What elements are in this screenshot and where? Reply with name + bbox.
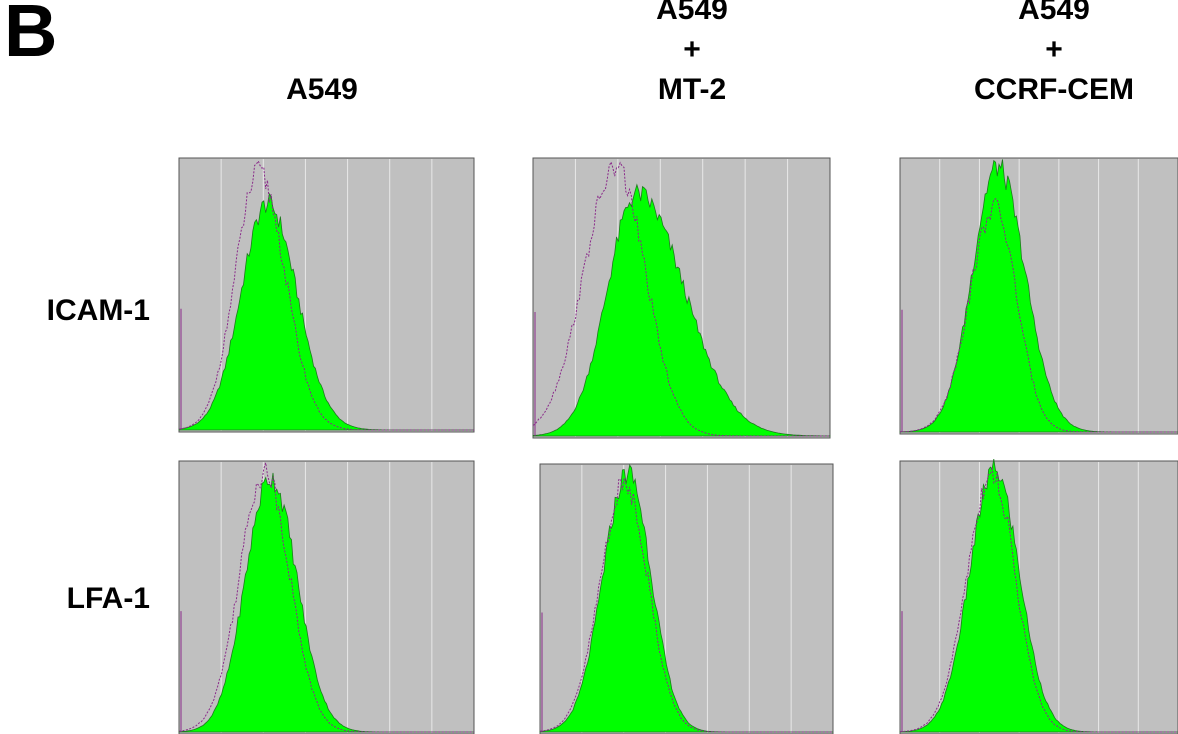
column-header-line: + <box>1045 33 1063 66</box>
row-label-lfa-1: LFA-1 <box>66 582 150 615</box>
column-header-line: CCRF-CEM <box>974 73 1134 106</box>
column-header-line: + <box>683 33 701 66</box>
histogram-icam1-a549 <box>178 157 475 433</box>
sample-histogram <box>532 183 831 437</box>
control-histogram <box>178 462 474 733</box>
column-header-line: A549 <box>1018 0 1090 26</box>
control-histogram <box>899 467 1178 733</box>
column-header-line <box>202 0 442 30</box>
histogram-icam1-a549-mt2 <box>532 157 831 439</box>
histogram-lfa1-a549 <box>178 460 475 734</box>
column-header-a549-mt2: A549 + MT-2 <box>572 0 812 110</box>
histogram-icam1-a549-ccrf-cem <box>899 157 1178 435</box>
row-label-icam-1: ICAM-1 <box>46 294 150 327</box>
column-header-line <box>202 30 442 70</box>
column-header-line: A549 <box>656 0 728 26</box>
column-header-a549: A549 <box>202 0 442 110</box>
panel-label: B <box>4 0 58 72</box>
sample-histogram <box>178 192 474 431</box>
control-histogram <box>178 159 474 431</box>
control-histogram <box>900 198 1178 433</box>
histogram-lfa1-a549-mt2 <box>539 463 834 734</box>
histogram-lfa1-a549-ccrf-cem <box>899 459 1178 734</box>
control-histogram <box>539 477 833 733</box>
column-header-line: A549 <box>286 73 358 106</box>
column-header-line: MT-2 <box>657 73 727 106</box>
column-header-a549-ccrf-cem: A549 + CCRF-CEM <box>934 0 1174 110</box>
